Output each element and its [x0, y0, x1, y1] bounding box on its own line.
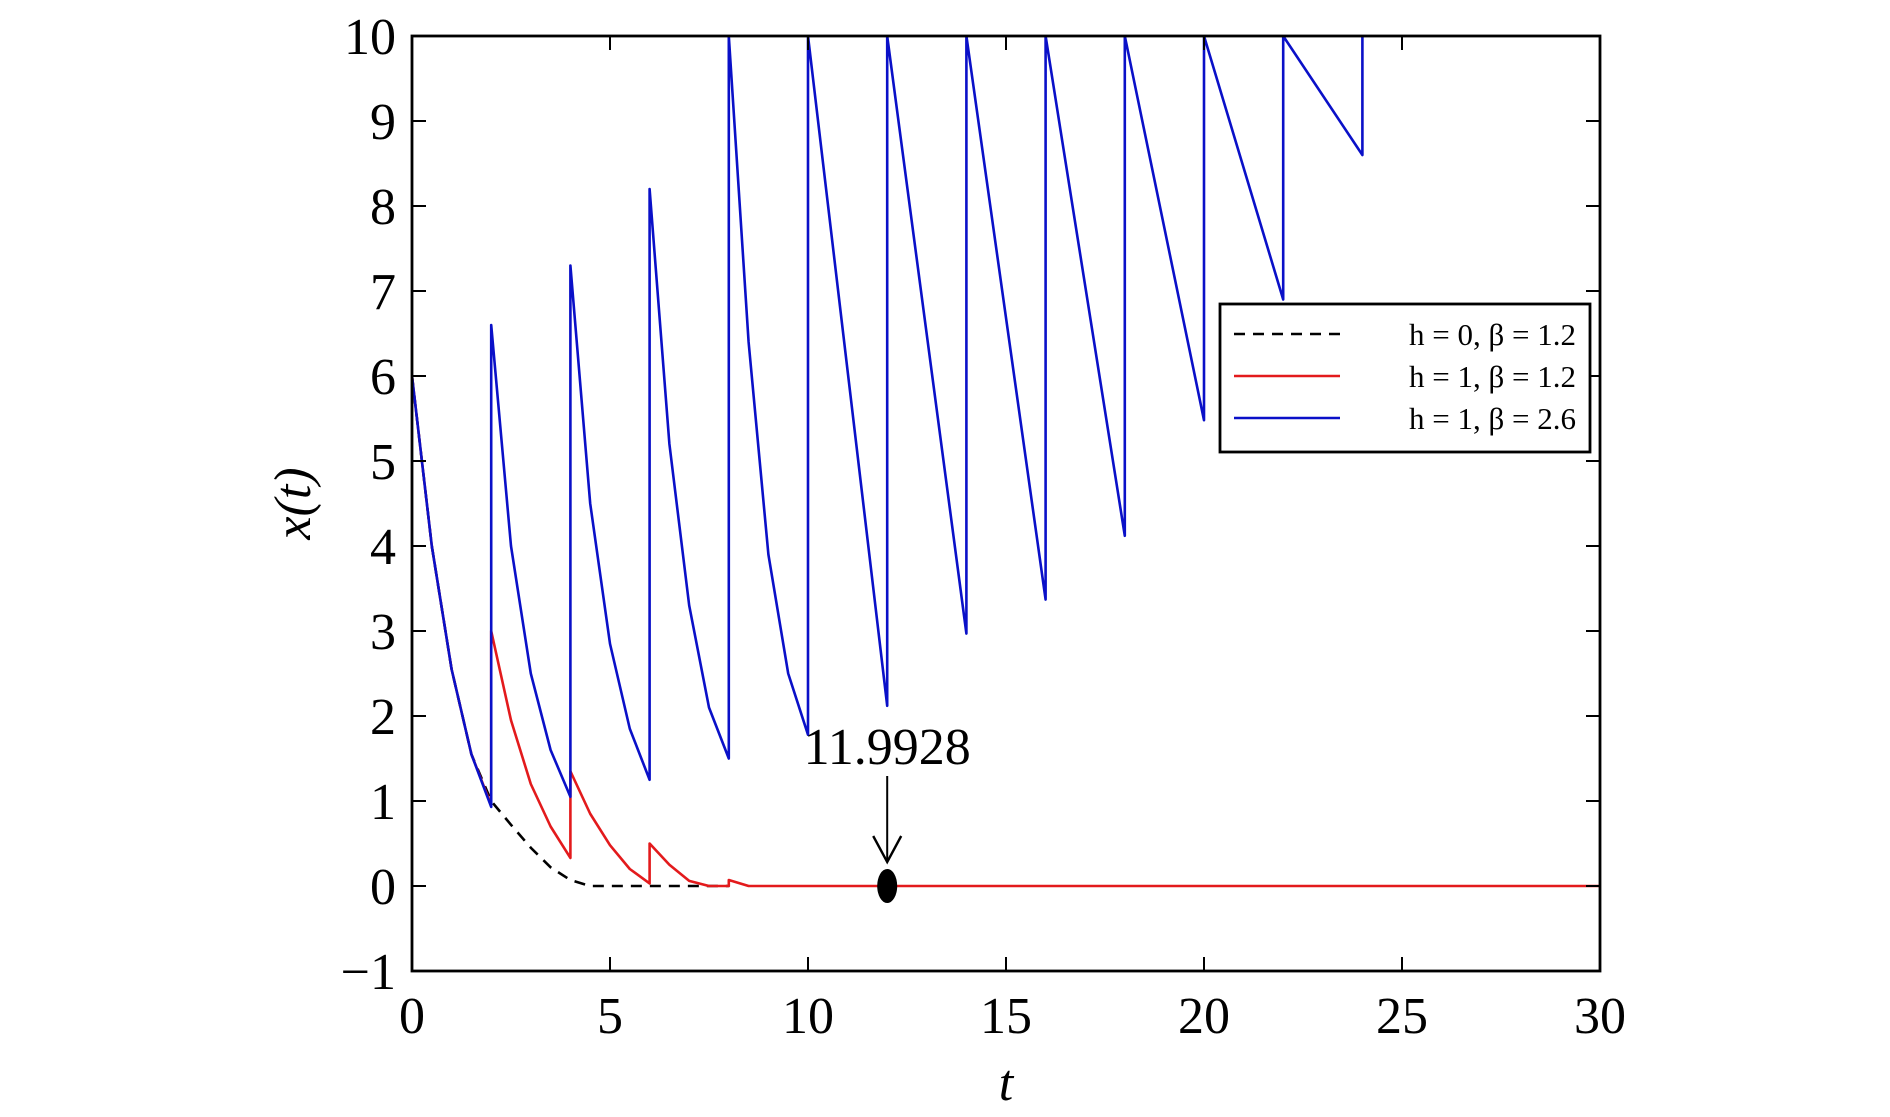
y-tick-label: 10	[344, 9, 396, 66]
y-tick-label: −1	[341, 944, 396, 1001]
x-tick-label: 15	[980, 988, 1032, 1045]
y-tick-label: 8	[370, 179, 396, 236]
y-tick-label: 5	[370, 434, 396, 491]
y-tick-label: 1	[370, 774, 396, 831]
annotation-layer: 11.9928	[804, 719, 971, 903]
y-tick-label: 2	[370, 689, 396, 746]
x-tick-label: 25	[1376, 988, 1428, 1045]
y-tick-label: 0	[370, 859, 396, 916]
x-tick-label: 30	[1574, 988, 1626, 1045]
legend-box	[1218, 302, 1592, 454]
y-tick-label: 4	[370, 519, 396, 576]
y-axis-label: x(t)	[265, 467, 322, 540]
x-tick-label: 0	[399, 988, 425, 1045]
series-line-2	[412, 36, 1364, 809]
annotation-marker	[877, 869, 898, 903]
y-tick-label: 7	[370, 264, 396, 321]
series-layer	[412, 36, 1600, 888]
y-tick-label: 3	[370, 604, 396, 661]
x-axis-label: t	[999, 1055, 1015, 1112]
legend: h = 0, β = 1.2 h = 1, β = 1.2 h = 1, β = 2…	[1218, 302, 1592, 454]
y-tick-label: 9	[370, 94, 396, 151]
x-tick-label: 10	[782, 988, 834, 1045]
legend-label-1: h = 1, β = 1.2	[1409, 359, 1576, 394]
x-tick-label: 20	[1178, 988, 1230, 1045]
y-tick-label: 6	[370, 349, 396, 406]
legend-label-0: h = 0, β = 1.2	[1409, 317, 1576, 352]
x-tick-label: 5	[597, 988, 623, 1045]
annotation-label: 11.9928	[804, 719, 971, 776]
annotation-arrow-head	[872, 835, 903, 865]
legend-label-2: h = 1, β = 2.6	[1409, 401, 1576, 436]
